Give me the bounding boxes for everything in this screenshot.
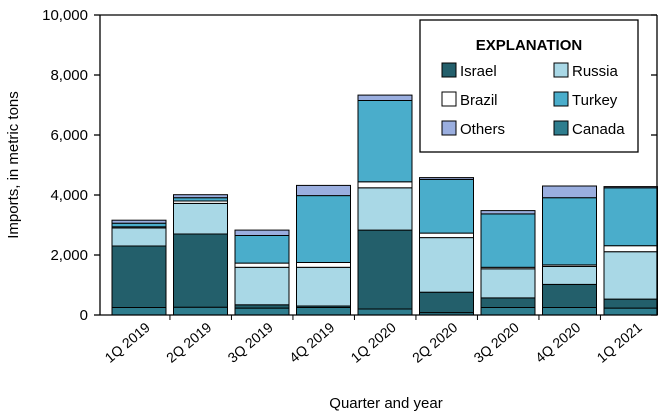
x-axis-title: Quarter and year (329, 395, 442, 412)
legend-label-israel: Israel (460, 63, 497, 80)
legend-swatch-russia (553, 62, 569, 78)
bar-segment-canada (480, 307, 536, 316)
bar-segment-turkey (542, 197, 597, 266)
bar-segment-others (296, 184, 351, 197)
bar-segment-russia (173, 202, 228, 235)
bar-segment-others (480, 210, 536, 215)
bar-segment-israel (480, 297, 536, 308)
x-tick-label: 2Q 2020 (409, 319, 461, 366)
y-tick-label: 6,000 (50, 127, 88, 144)
legend-title: EXPLANATION (476, 37, 582, 54)
legend-swatch-turkey (553, 91, 569, 107)
legend-label-russia: Russia (572, 63, 619, 80)
x-tick-label: 1Q 2019 (101, 319, 153, 366)
legend-label-canada: Canada (572, 121, 625, 138)
bar-segment-israel (357, 229, 413, 310)
bar-segment-brazil (234, 262, 290, 268)
bar-segment-israel (603, 298, 658, 309)
bar-segment-turkey (480, 213, 536, 268)
x-tick-label: 3Q 2020 (470, 319, 522, 366)
legend-swatch-israel (441, 62, 457, 78)
x-axis-ticks: 1Q 2019 2Q 2019 3Q 2019 4Q 2019 1Q 2020 2Q 20… (101, 315, 645, 366)
y-axis-title: Imports, in metric tons (5, 91, 22, 239)
bar-segment-israel (542, 283, 597, 308)
bar-segment-canada (603, 307, 658, 316)
bar-segment-others (542, 185, 597, 199)
y-tick-label: 0 (80, 307, 88, 324)
bar-segment-russia (111, 227, 167, 247)
bar-segment-brazil (419, 232, 474, 239)
y-tick-label: 10,000 (42, 7, 88, 24)
y-axis-ticks: 0 2,000 4,000 6,000 8,000 10,000 (42, 7, 657, 324)
bar-segment-canada (173, 306, 228, 316)
legend-label-turkey: Turkey (572, 92, 618, 109)
bar-segment-russia (419, 237, 474, 293)
bar-segment-others (173, 194, 228, 199)
y-tick-label: 4,000 (50, 187, 88, 204)
bar-segment-canada (357, 308, 413, 316)
x-tick-label: 3Q 2019 (224, 319, 276, 366)
x-tick-label: 4Q 2019 (286, 319, 338, 366)
bar-segment-russia (296, 266, 351, 307)
axes (99, 14, 658, 316)
bar-segment-brazil (603, 245, 658, 253)
bar-segment-israel (173, 233, 228, 308)
bar-segment-israel (111, 245, 167, 308)
bar-segment-brazil (296, 262, 351, 268)
legend-label-brazil: Brazil (460, 92, 498, 109)
legend: EXPLANATION Israel Russia Brazil Turkey Othe… (419, 19, 639, 153)
bar-segment-canada (111, 307, 167, 316)
bar-segment-russia (234, 266, 290, 306)
bar-segment-russia (603, 251, 658, 300)
bar-segment-turkey (419, 178, 474, 234)
bar-segment-canada (542, 307, 597, 316)
bars (111, 94, 658, 316)
bar-segment-israel (419, 291, 474, 314)
legend-label-others: Others (460, 121, 505, 138)
legend-swatch-others (441, 120, 457, 136)
bar-segment-turkey (296, 195, 351, 264)
bar-segment-others (603, 186, 658, 189)
legend-swatch-canada (553, 120, 569, 136)
bar-segment-brazil (357, 181, 413, 189)
x-tick-label: 1Q 2021 (593, 319, 645, 366)
bar-segment-turkey (111, 222, 167, 228)
bar-segment-turkey (357, 100, 413, 183)
legend-swatch-brazil (441, 91, 457, 107)
bar-segment-turkey (234, 235, 290, 264)
x-tick-label: 1Q 2020 (347, 319, 399, 366)
bar-segment-canada (234, 307, 290, 316)
bar-segment-others (357, 94, 413, 101)
bar-segment-russia (542, 265, 597, 285)
legend-items: Israel Russia Brazil Turkey Others Canada (441, 62, 625, 138)
bar-segment-russia (480, 268, 536, 299)
y-tick-label: 8,000 (50, 67, 88, 84)
bar-segment-others (234, 229, 290, 237)
bar-segment-turkey (603, 187, 658, 247)
bar-segment-others (419, 177, 474, 180)
x-tick-label: 2Q 2019 (163, 319, 215, 366)
x-tick-label: 4Q 2020 (532, 319, 584, 366)
bar-segment-canada (296, 307, 351, 316)
y-tick-label: 2,000 (50, 247, 88, 264)
bar-segment-russia (357, 187, 413, 231)
bar-segment-others (111, 219, 167, 224)
